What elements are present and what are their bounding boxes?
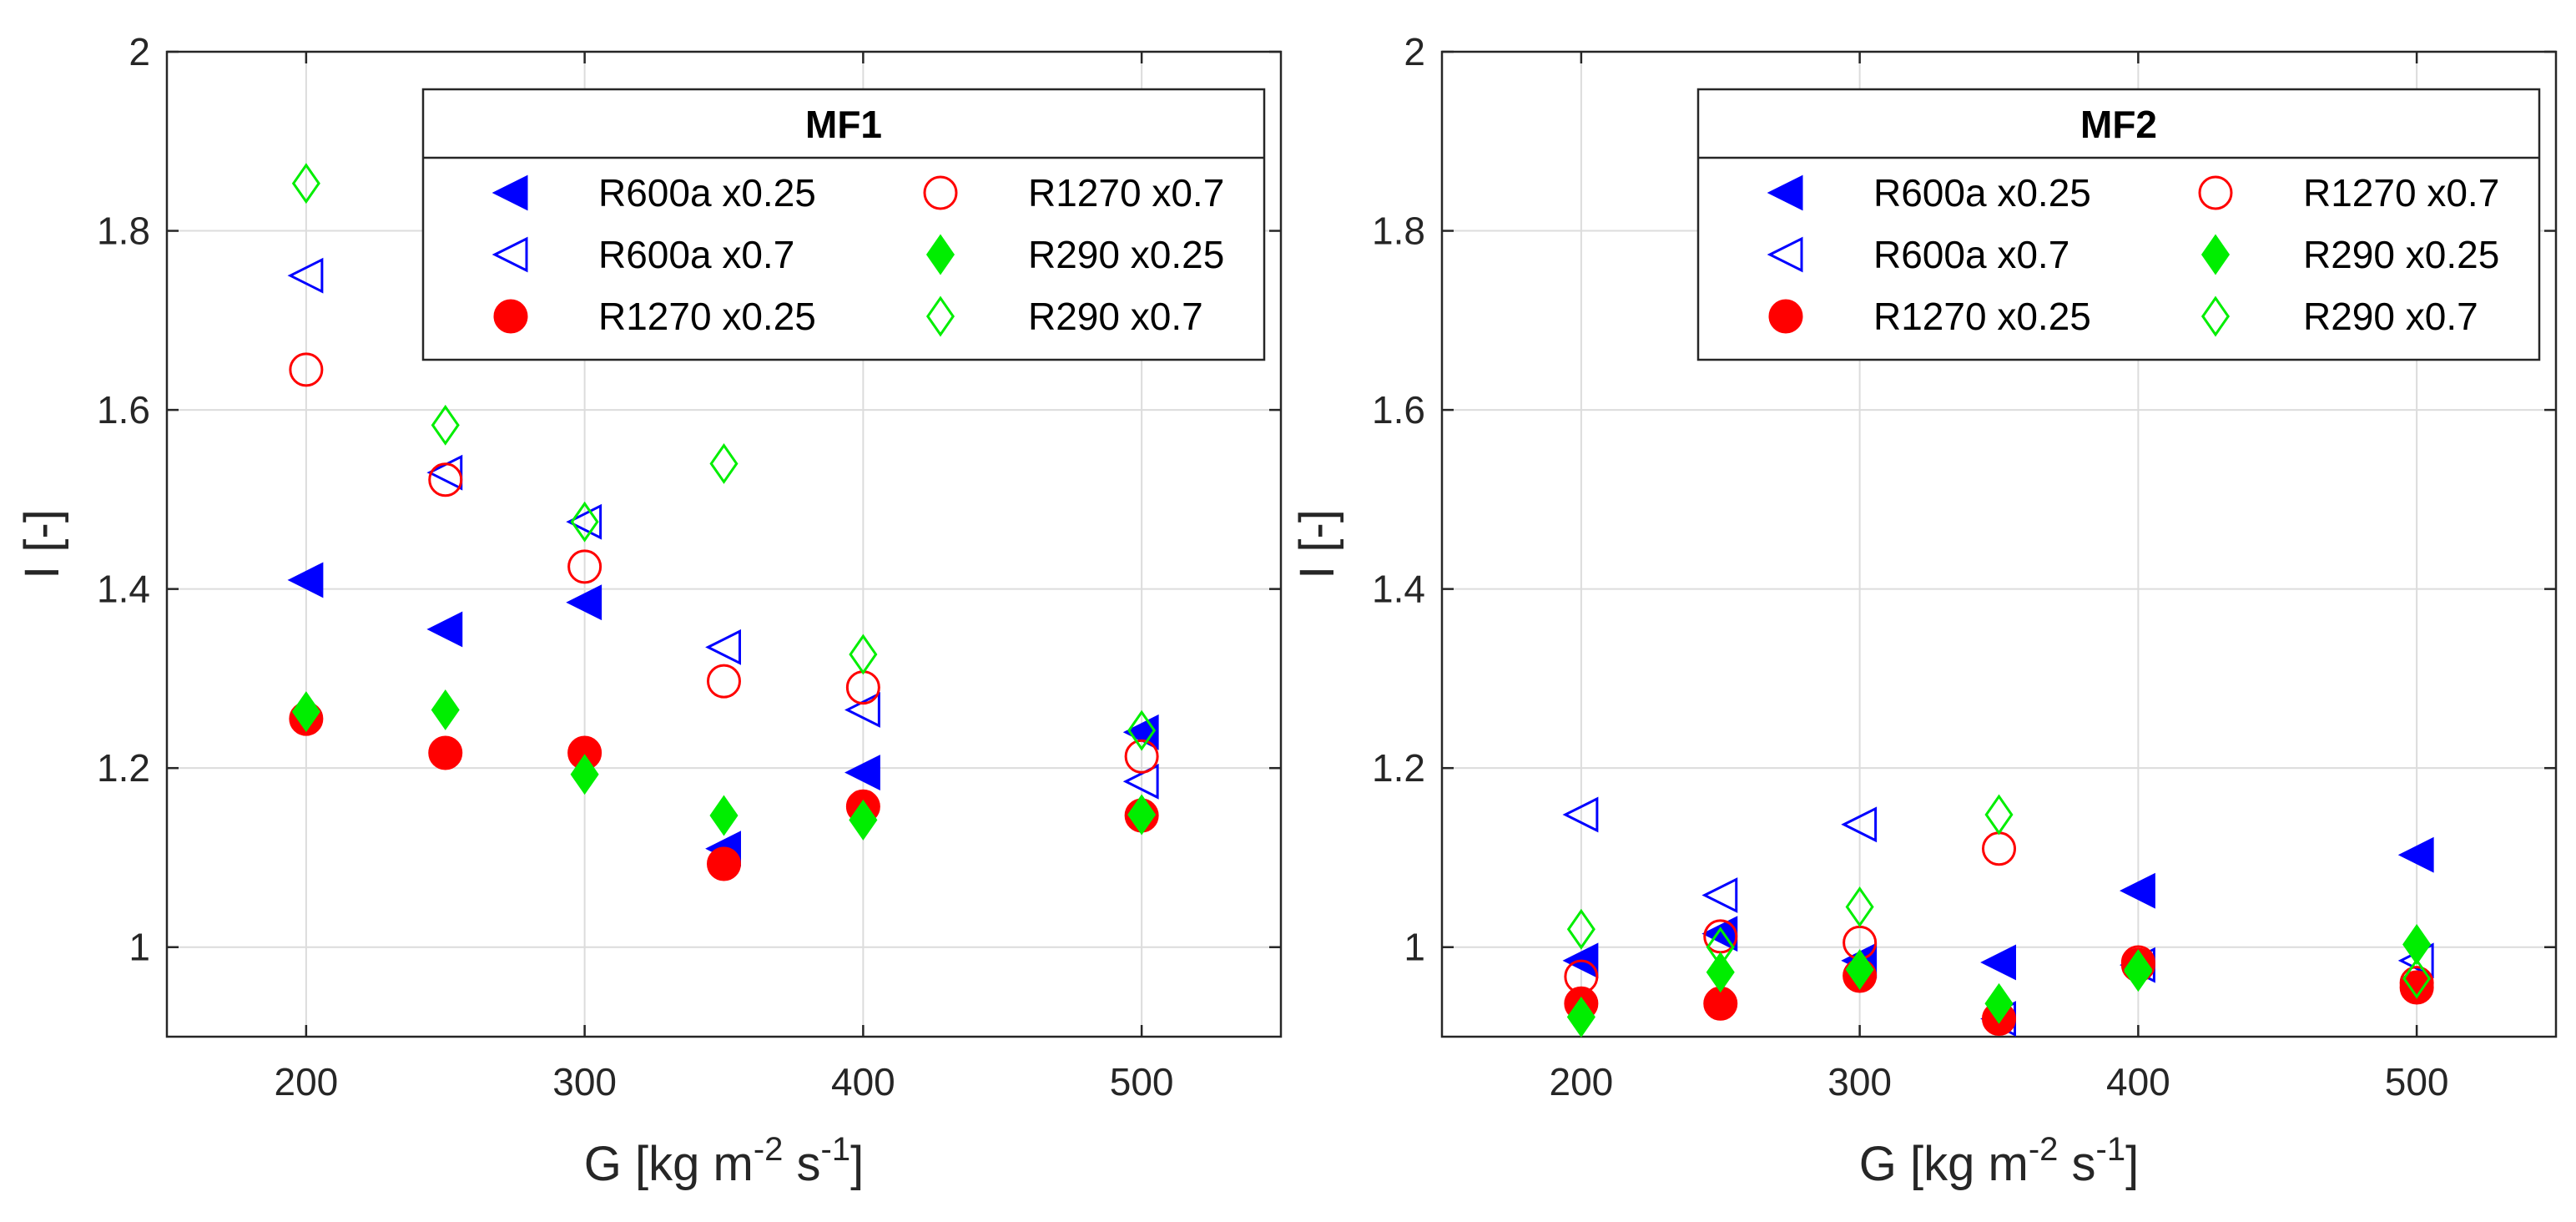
y-tick-label: 2 (129, 30, 150, 73)
legend-title: MF1 (805, 103, 882, 146)
legend-entry: R600a x0.7 (598, 233, 794, 276)
data-point (708, 848, 740, 880)
x-tick-label: 500 (1110, 1060, 1174, 1103)
x-axis-label-superscript: -2 (2029, 1131, 2059, 1168)
y-tick-label: 1 (129, 926, 150, 969)
y-tick-label: 1.6 (97, 388, 150, 432)
x-axis-label-superscript: -1 (2096, 1131, 2126, 1168)
legend-entry: R600a x0.7 (1873, 233, 2069, 276)
legend-entry: R290 x0.25 (2303, 233, 2499, 276)
x-axis-label-text: G [kg m (1859, 1137, 2029, 1191)
x-tick-label: 400 (831, 1060, 895, 1103)
x-tick-label: 300 (1827, 1060, 1892, 1103)
legend-entry: R600a x0.25 (598, 171, 816, 215)
x-tick-label: 500 (2385, 1060, 2449, 1103)
x-axis-label-text: ] (2125, 1137, 2139, 1191)
legend-entry: R290 x0.25 (1028, 233, 1224, 276)
legend: MF2 R600a x0.25 R600a x0.7 R1270 x0.25 R1270… (1698, 89, 2539, 360)
y-tick-label: 2 (1404, 30, 1425, 73)
y-tick-label: 1.6 (1372, 388, 1425, 432)
y-tick-label: 1.2 (97, 746, 150, 790)
x-axis-label-text: s (783, 1137, 820, 1191)
y-axis-label: I [-] (15, 509, 69, 579)
legend-entry: R600a x0.25 (1873, 171, 2091, 215)
panel-2: 200 300 400 500 1 1.2 1.4 1.6 1.8 2 G [kg m-2 s-1]… (1290, 30, 2556, 1191)
x-tick-label: 400 (2106, 1060, 2170, 1103)
x-axis-label-superscript: -2 (754, 1131, 784, 1168)
x-tick-label: 200 (1550, 1060, 1614, 1103)
data-point (430, 737, 461, 769)
panel-1: 200 300 400 500 1 1.2 1.4 1.6 1.8 2 G [kg m-2 s-1]… (15, 30, 1281, 1191)
legend-entry: R290 x0.7 (1028, 295, 1203, 338)
legend-entry: R1270 x0.7 (2303, 171, 2499, 215)
legend: MF1 R600a x0.25 R600a x0.7 R1270 x0.25 R1270… (423, 89, 1264, 360)
legend-title: MF2 (2080, 103, 2157, 146)
x-axis-label-text: ] (850, 1137, 864, 1191)
legend-entry: R1270 x0.25 (598, 295, 816, 338)
legend-marker (495, 300, 527, 332)
y-tick-label: 1.4 (1372, 568, 1425, 611)
y-tick-label: 1.8 (97, 210, 150, 253)
x-tick-label: 200 (275, 1060, 339, 1103)
x-tick-label: 300 (552, 1060, 617, 1103)
y-tick-label: 1.4 (97, 568, 150, 611)
y-tick-label: 1.2 (1372, 746, 1425, 790)
figure: 200 300 400 50011.21.41.61.82G [kg m-2 s-1]… (0, 0, 2576, 1222)
legend-marker (1770, 300, 1802, 332)
y-axis-label: I [-] (1290, 509, 1344, 579)
legend-entry: R1270 x0.7 (1028, 171, 1224, 215)
x-axis-label-superscript: -1 (821, 1131, 851, 1168)
x-axis-label-text: G [kg m (584, 1137, 754, 1191)
legend-entry: R290 x0.7 (2303, 295, 2478, 338)
y-tick-label: 1.8 (1372, 210, 1425, 253)
y-tick-label: 1 (1404, 926, 1425, 969)
x-axis-label-text: s (2058, 1137, 2095, 1191)
legend-entry: R1270 x0.25 (1873, 295, 2091, 338)
